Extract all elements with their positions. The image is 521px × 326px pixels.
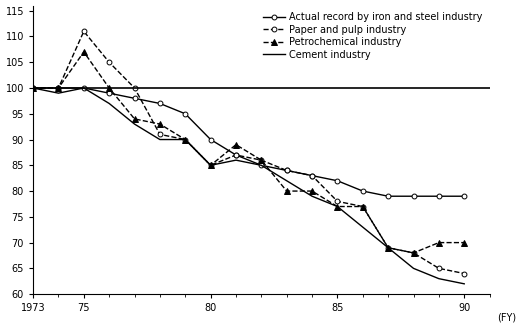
Text: (FY): (FY) bbox=[497, 313, 516, 323]
Legend: Actual record by iron and steel industry, Paper and pulp industry, Petrochemical: Actual record by iron and steel industry… bbox=[261, 10, 485, 62]
